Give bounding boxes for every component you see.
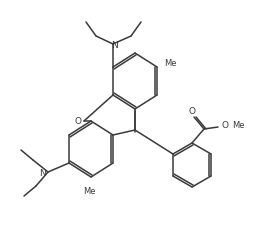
Text: O: O (221, 122, 228, 130)
Text: N: N (39, 169, 46, 179)
Text: Me: Me (164, 60, 176, 68)
Text: O: O (188, 108, 196, 117)
Text: O: O (74, 117, 81, 125)
Text: Me: Me (232, 122, 244, 130)
Text: Me: Me (83, 187, 95, 196)
Text: N: N (112, 42, 118, 50)
